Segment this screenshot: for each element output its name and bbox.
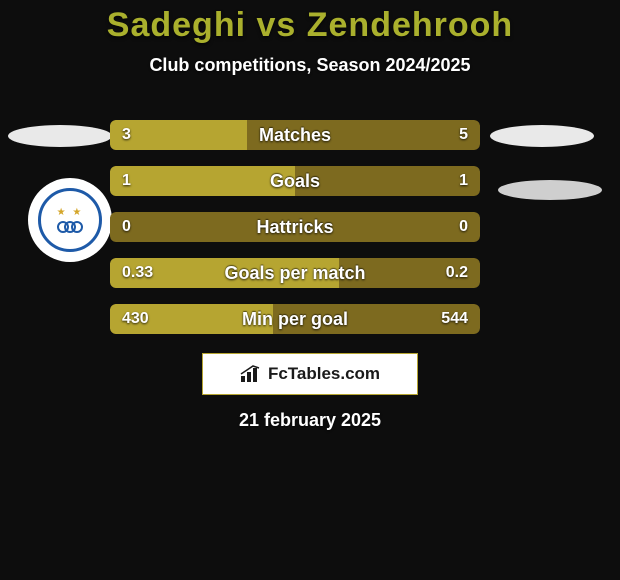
stat-right-value: 544 — [441, 304, 468, 334]
page-title: Sadeghi vs Zendehrooh — [0, 0, 620, 45]
fctables-logo: FcTables.com — [202, 353, 418, 395]
player-photo-left-placeholder — [8, 125, 112, 147]
stat-right-value: 1 — [459, 166, 468, 196]
club-logo-right-placeholder — [498, 180, 602, 200]
stat-bar: 11Goals — [110, 166, 480, 196]
stat-left-value: 3 — [122, 120, 131, 150]
player-photo-right-placeholder — [490, 125, 594, 147]
bar-chart-icon — [240, 365, 262, 383]
stat-left-value: 0.33 — [122, 258, 153, 288]
footer-date: 21 february 2025 — [0, 410, 620, 431]
stat-bar: 00Hattricks — [110, 212, 480, 242]
stat-right-value: 0.2 — [446, 258, 468, 288]
subtitle: Club competitions, Season 2024/2025 — [0, 55, 620, 76]
stat-right-value: 0 — [459, 212, 468, 242]
stat-bar: 35Matches — [110, 120, 480, 150]
comparison-bars: 35Matches11Goals00Hattricks0.330.2Goals … — [110, 120, 480, 350]
stat-right-value: 5 — [459, 120, 468, 150]
club-logo-left: ★ ★ — [28, 178, 112, 262]
stat-left-value: 430 — [122, 304, 149, 334]
fctables-logo-text: FcTables.com — [268, 364, 380, 384]
stat-left-value: 0 — [122, 212, 131, 242]
stat-left-value: 1 — [122, 166, 131, 196]
stat-bar: 0.330.2Goals per match — [110, 258, 480, 288]
club-badge-rings — [57, 220, 83, 234]
club-badge-stars: ★ ★ — [57, 207, 84, 218]
stat-bar: 430544Min per goal — [110, 304, 480, 334]
